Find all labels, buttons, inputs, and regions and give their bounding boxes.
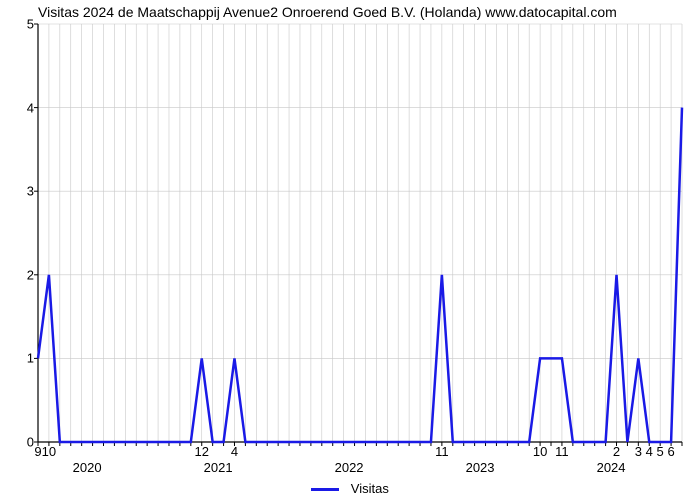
x-tick-label: 11 [555,444,569,459]
chart-title: Visitas 2024 de Maatschappij Avenue2 Onr… [38,4,617,20]
x-tick-label: 3 [635,444,642,459]
x-tick-label: 9 [34,444,41,459]
x-year-label: 2023 [466,460,495,475]
x-tick-label: 5 [657,444,664,459]
y-tick-label: 0 [4,435,34,450]
legend: Visitas [0,481,700,496]
y-tick-label: 1 [4,351,34,366]
x-tick-label: 11 [435,444,449,459]
x-tick-label: 10 [533,444,547,459]
x-year-label: 2020 [73,460,102,475]
x-tick-label: 4 [231,444,238,459]
x-tick-label: 12 [194,444,208,459]
chart-wrapper: Visitas 2024 de Maatschappij Avenue2 Onr… [0,0,700,500]
x-year-label: 2024 [597,460,626,475]
y-tick-label: 5 [4,17,34,32]
legend-swatch [311,488,339,491]
legend-label: Visitas [351,481,389,496]
x-tick-label: 2 [613,444,620,459]
x-tick-label: 10 [42,444,56,459]
x-tick-label: 4 [646,444,653,459]
y-tick-label: 3 [4,184,34,199]
y-tick-label: 2 [4,267,34,282]
plot-area [38,24,682,442]
y-tick-label: 4 [4,100,34,115]
x-year-label: 2021 [204,460,233,475]
x-year-label: 2022 [335,460,364,475]
line-chart-svg [38,24,682,442]
x-tick-label: 6 [667,444,674,459]
